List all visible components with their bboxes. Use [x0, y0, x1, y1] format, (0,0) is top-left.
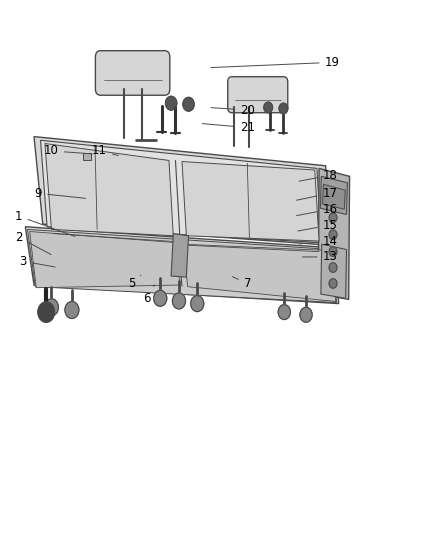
Polygon shape [321, 244, 346, 298]
Text: 13: 13 [302, 251, 337, 263]
Text: 3: 3 [19, 255, 55, 268]
Text: 7: 7 [233, 277, 251, 290]
Circle shape [329, 213, 337, 222]
Circle shape [329, 247, 337, 256]
Polygon shape [184, 244, 336, 302]
Circle shape [264, 102, 272, 113]
Text: 6: 6 [143, 285, 155, 305]
Polygon shape [171, 233, 188, 277]
Circle shape [329, 230, 337, 239]
Circle shape [45, 299, 58, 316]
Polygon shape [34, 136, 330, 245]
FancyBboxPatch shape [95, 51, 170, 95]
Polygon shape [83, 152, 91, 160]
Circle shape [173, 293, 185, 309]
Text: 10: 10 [44, 144, 92, 157]
Polygon shape [322, 184, 345, 209]
FancyBboxPatch shape [228, 77, 288, 113]
Circle shape [191, 296, 204, 312]
Circle shape [279, 103, 288, 114]
Text: 9: 9 [35, 187, 86, 200]
Polygon shape [318, 168, 350, 300]
Text: 11: 11 [92, 144, 118, 157]
Polygon shape [28, 229, 336, 303]
Text: 16: 16 [297, 203, 338, 216]
Circle shape [166, 96, 177, 110]
Circle shape [183, 98, 194, 111]
Polygon shape [25, 227, 339, 304]
Circle shape [329, 263, 337, 272]
Text: 15: 15 [298, 219, 337, 232]
Text: 5: 5 [128, 275, 141, 290]
Text: 17: 17 [297, 187, 338, 200]
Text: 1: 1 [15, 209, 75, 237]
Text: 20: 20 [211, 103, 255, 117]
Polygon shape [30, 231, 180, 288]
Circle shape [154, 290, 167, 306]
Text: 18: 18 [299, 169, 337, 182]
Polygon shape [45, 143, 173, 236]
Circle shape [38, 302, 54, 322]
Text: 2: 2 [15, 231, 51, 255]
Text: 21: 21 [202, 121, 255, 134]
Circle shape [329, 279, 337, 288]
Text: 14: 14 [299, 235, 338, 247]
Polygon shape [41, 140, 321, 243]
Text: 19: 19 [211, 56, 339, 69]
Polygon shape [182, 161, 319, 241]
Circle shape [300, 308, 312, 322]
Circle shape [65, 302, 79, 318]
Polygon shape [321, 176, 347, 215]
Circle shape [278, 305, 290, 319]
